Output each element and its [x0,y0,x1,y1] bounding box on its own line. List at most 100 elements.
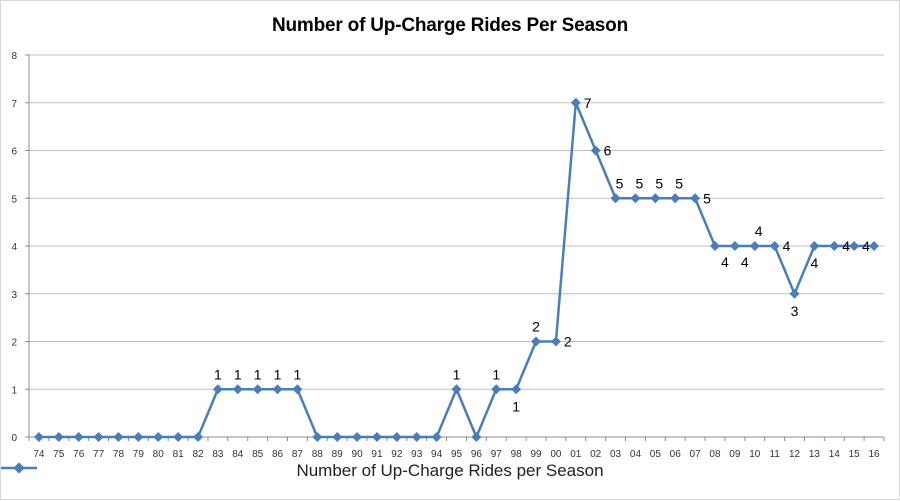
x-tick-label: 82 [192,449,204,460]
data-point-marker [849,241,860,251]
x-tick-label: 06 [670,449,682,460]
data-point-marker [531,336,541,347]
data-label: 5 [635,175,643,191]
chart-title: Number of Up-Charge Rides Per Season [272,15,628,36]
x-tick-label: 08 [709,449,721,460]
x-tick-label: 85 [252,449,264,460]
x-tick-label: 80 [153,449,165,460]
data-label: 1 [453,366,461,382]
data-point-marker [511,384,522,395]
data-label: 4 [721,254,729,270]
data-point-marker [670,193,681,204]
x-tick-label: 75 [53,449,65,460]
y-tick-label: 2 [11,338,17,349]
x-tick-label: 13 [809,449,821,460]
x-tick-label: 79 [133,449,145,460]
data-label: 1 [512,398,520,414]
data-label: 1 [294,366,302,382]
data-point-marker [451,384,462,395]
data-point-marker [212,384,223,395]
x-tick-label: 16 [868,449,880,460]
x-tick-label: 03 [610,449,622,460]
data-label: 4 [755,223,763,239]
data-point-marker [749,241,760,251]
x-tick-label: 96 [471,449,483,460]
x-tick-label: 87 [292,449,304,460]
x-tick-label: 81 [173,449,185,460]
x-tick-label: 12 [789,449,801,460]
data-point-marker [391,432,402,442]
data-point-marker [53,432,64,442]
data-point-marker [550,336,561,347]
data-label: 4 [783,238,791,254]
data-label: 5 [703,190,711,206]
data-label: 2 [532,319,540,335]
data-label: 1 [492,366,500,382]
data-point-marker [73,432,84,442]
data-point-marker [471,432,482,442]
data-point-marker [93,432,104,442]
data-label: 4 [811,255,819,271]
data-label: 3 [791,303,799,319]
data-point-marker [153,432,164,442]
x-tick-label: 01 [570,449,582,460]
data-point-marker [252,384,263,395]
data-point-marker [133,432,144,442]
x-tick-label: 93 [411,449,423,460]
data-point-marker [173,432,184,442]
data-point-marker [193,432,203,442]
data-label: 1 [214,366,222,382]
data-point-marker [232,384,243,395]
data-point-marker [690,193,701,204]
data-point-marker [789,288,800,299]
data-point-marker [570,97,581,108]
legend-label: Number of Up-Charge Rides per Season [296,461,604,480]
data-point-marker [491,384,502,395]
x-tick-label: 14 [829,449,841,460]
data-point-marker [809,241,820,251]
x-tick-label: 02 [590,449,602,460]
x-tick-label: 92 [391,449,403,460]
data-label: 4 [862,238,870,254]
x-tick-label: 83 [212,449,224,460]
y-tick-label: 5 [11,194,17,205]
legend-line-marker-icon [1,462,37,474]
data-point-marker [292,384,303,395]
data-label: 1 [234,366,242,382]
data-point-marker [411,432,422,442]
data-point-marker [272,384,283,395]
x-tick-label: 89 [332,449,344,460]
data-label: 1 [254,366,262,382]
x-tick-label: 84 [232,449,244,460]
y-tick-label: 7 [11,99,17,110]
data-point-marker [610,193,621,204]
data-point-marker [769,241,780,251]
data-point-marker [590,145,601,156]
data-label: 5 [655,175,663,191]
data-point-marker [33,432,44,442]
data-point-marker [650,193,661,204]
legend: Number of Up-Charge Rides per Season [1,461,899,481]
data-label: 6 [604,143,612,159]
x-tick-label: 99 [530,449,542,460]
data-label: 4 [842,238,850,254]
data-point-marker [630,193,641,204]
data-point-marker [372,432,382,442]
data-point-marker [729,241,740,251]
x-tick-label: 98 [511,449,523,460]
x-tick-label: 91 [371,449,383,460]
data-label: 5 [675,175,683,191]
x-tick-label: 15 [849,449,861,460]
x-tick-label: 94 [431,449,443,460]
x-tick-label: 95 [451,449,463,460]
x-tick-label: 76 [73,449,85,460]
data-label: 4 [741,254,749,270]
data-point-marker [332,432,343,442]
data-label: 2 [564,334,572,350]
x-tick-label: 00 [550,449,562,460]
x-tick-label: 07 [690,449,702,460]
data-point-marker [829,241,840,251]
y-tick-label: 6 [11,147,17,158]
